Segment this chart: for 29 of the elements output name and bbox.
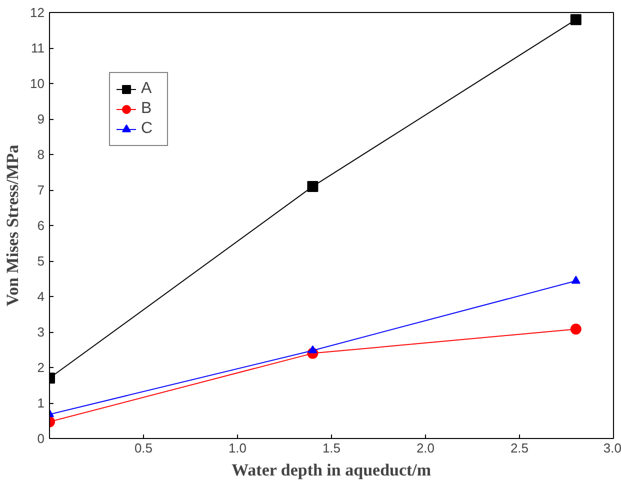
legend-label: C <box>141 120 154 138</box>
y-tick-label: 8 <box>37 147 45 162</box>
y-tick-label: 6 <box>37 218 45 233</box>
y-tick-label: 1 <box>37 396 45 410</box>
x-tick-label: 3.0 <box>603 440 621 456</box>
y-tick-label: 5 <box>37 254 45 268</box>
x-axis-title: Water depth in aqueduct/m <box>232 460 432 480</box>
x-tick-label: 1.0 <box>228 440 247 456</box>
point <box>308 345 318 354</box>
legend-label: A <box>141 80 153 98</box>
point <box>307 180 318 192</box>
y-tick-label: 11 <box>31 40 45 56</box>
y-tick-label: 9 <box>37 112 45 126</box>
x-tick-label: 2.5 <box>510 440 529 456</box>
x-tick-label: 2.0 <box>416 440 435 456</box>
point <box>571 276 580 284</box>
y-tick-label: 7 <box>37 182 45 198</box>
y-tick-label: 10 <box>30 76 45 91</box>
x-tick-label: 1.5 <box>322 440 341 456</box>
y-tick-label: 12 <box>30 5 45 20</box>
y-tick-label: 4 <box>37 289 45 304</box>
point <box>570 324 582 335</box>
point <box>570 14 582 26</box>
y-tick-label: 0 <box>37 431 45 446</box>
y-axis-title: Von Mises Stress/MPa <box>3 144 22 306</box>
y-tick-label: 2 <box>37 360 45 375</box>
y-tick-label: 3 <box>37 324 45 340</box>
x-tick-label: 0.5 <box>134 440 153 456</box>
legend-label: B <box>141 100 153 118</box>
